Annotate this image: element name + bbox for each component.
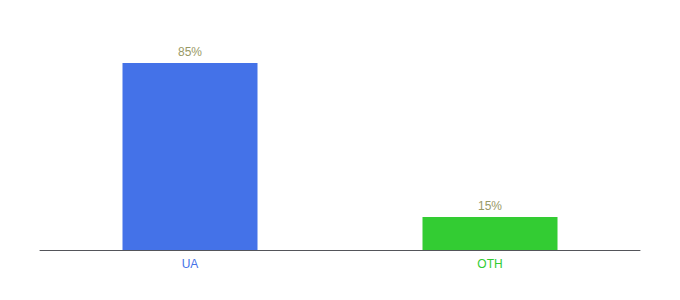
- svg-text:85%: 85%: [178, 45, 202, 59]
- svg-text:15%: 15%: [478, 199, 502, 213]
- svg-text:UA: UA: [182, 257, 199, 271]
- svg-text:OTH: OTH: [477, 257, 502, 271]
